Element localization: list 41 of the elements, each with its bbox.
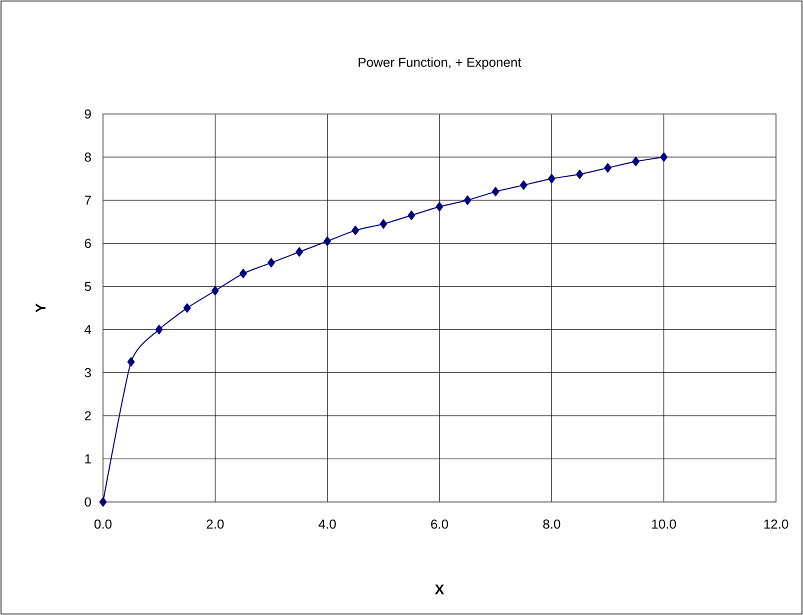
- point: [492, 186, 500, 196]
- x-tick-label: 6.0: [431, 520, 448, 529]
- x-tick-label: 10.0: [652, 520, 676, 529]
- point: [127, 357, 135, 367]
- point: [408, 210, 416, 220]
- point: [352, 226, 360, 236]
- point: [464, 195, 472, 205]
- point: [296, 247, 303, 257]
- point: [660, 152, 668, 162]
- chart-title: Power Function, + Exponent: [358, 57, 522, 70]
- point: [380, 219, 388, 229]
- y-tick-label: 5: [84, 282, 91, 291]
- x-tick-label: 4.0: [318, 520, 336, 529]
- x-axis-title: X: [434, 584, 444, 594]
- point: [155, 324, 163, 334]
- point: [99, 497, 107, 507]
- point: [548, 174, 556, 184]
- x-tick-label: 0.0: [94, 520, 112, 529]
- y-tick-label: 6: [84, 238, 91, 248]
- x-tick-label: 8.0: [543, 520, 560, 529]
- x-tick-label: 2.0: [206, 520, 224, 529]
- point: [183, 303, 191, 313]
- point: [576, 170, 584, 180]
- y-tick-label: 8: [84, 152, 91, 162]
- point: [520, 180, 528, 190]
- y-tick-label: 2: [84, 411, 91, 420]
- y-axis-title: Y: [36, 304, 46, 312]
- y-tick-label: 3: [84, 368, 91, 378]
- point: [604, 163, 612, 173]
- point: [268, 258, 275, 268]
- point: [632, 156, 640, 166]
- y-tick-label: 0: [84, 497, 91, 507]
- point: [324, 236, 332, 246]
- x-tick-label: 12.0: [764, 520, 788, 529]
- y-tick-label: 7: [84, 196, 91, 205]
- y-tick-label: 1: [85, 454, 91, 464]
- point: [211, 286, 219, 296]
- point: [436, 202, 444, 212]
- point: [240, 268, 247, 278]
- y-tick-label: 9: [84, 109, 91, 119]
- y-tick-label: 4: [84, 325, 92, 334]
